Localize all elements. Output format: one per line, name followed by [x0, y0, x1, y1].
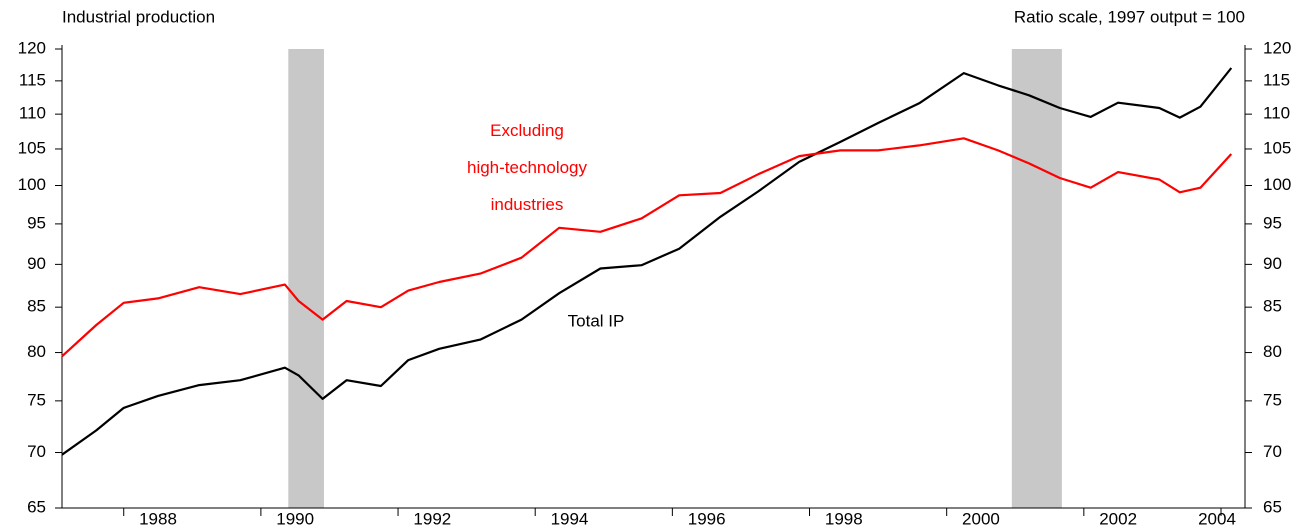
y2-tick-label: 70	[1263, 442, 1282, 461]
y-tick-label: 100	[18, 175, 46, 194]
y2-tick-label: 120	[1263, 38, 1291, 57]
recession-shade	[1011, 49, 1062, 508]
y2-tick-label: 105	[1263, 138, 1291, 157]
x-tick-label: 2000	[962, 509, 1000, 528]
y-tick-label: 115	[19, 70, 46, 89]
y2-tick-label: 85	[1263, 297, 1282, 316]
y2-tick-label: 100	[1263, 175, 1291, 194]
y-tick-label: 65	[27, 497, 46, 516]
y2-tick-label: 65	[1263, 497, 1282, 516]
y2-tick-label: 80	[1263, 342, 1282, 361]
x-tick-label: 1996	[688, 509, 726, 528]
y-tick-label: 80	[27, 342, 46, 361]
series-label: Total IP	[568, 311, 625, 330]
y-tick-label: 90	[27, 254, 46, 273]
y-tick-label: 85	[27, 297, 46, 316]
series-label: Excluding high-technology industries	[467, 121, 588, 214]
y2-tick-label: 115	[1263, 70, 1290, 89]
y-tick-label: 70	[27, 442, 46, 461]
x-tick-label: 1998	[825, 509, 863, 528]
recession-shade	[288, 49, 324, 508]
y2-tick-label: 110	[1263, 104, 1290, 123]
x-tick-label: 2002	[1099, 509, 1137, 528]
x-tick-label: 1990	[276, 509, 314, 528]
y2-tick-label: 75	[1263, 390, 1282, 409]
y2-tick-label: 95	[1263, 213, 1282, 232]
y-tick-label: 75	[27, 390, 46, 409]
x-tick-label: 1994	[551, 509, 589, 528]
y-tick-label: 95	[27, 213, 46, 232]
x-tick-label: 2004	[1198, 509, 1236, 528]
series-line	[61, 137, 1233, 358]
y-tick-label: 120	[18, 38, 46, 57]
chart-subtitle: Ratio scale, 1997 output = 100	[1014, 7, 1245, 26]
chart-title: Industrial production	[62, 7, 215, 26]
y2-tick-label: 90	[1263, 254, 1282, 273]
y-tick-label: 105	[18, 138, 46, 157]
y-tick-label: 110	[19, 104, 46, 123]
x-tick-label: 1988	[139, 509, 177, 528]
series-line	[61, 67, 1233, 456]
x-tick-label: 1992	[413, 509, 451, 528]
